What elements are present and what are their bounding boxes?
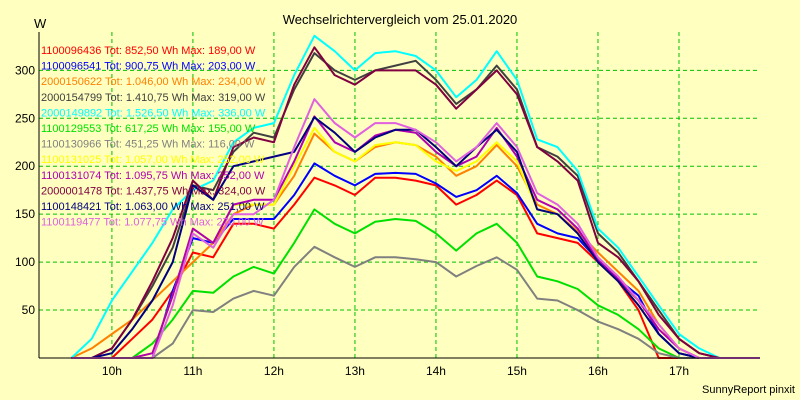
y-tick-label: 100	[15, 255, 35, 269]
series-line	[70, 34, 760, 359]
legend-entry: 2000150622 Tot: 1.046,00 Wh Max: 234,00 …	[41, 76, 266, 88]
x-tick-label: 15h	[507, 364, 527, 378]
series-line	[71, 115, 760, 359]
y-tick-label: 150	[15, 207, 35, 221]
legend-entry: 1100131025 Tot: 1.057,00 Wh Max: 252,00 …	[41, 154, 265, 166]
y-tick-label: 50	[22, 303, 36, 317]
legend: 1100096436 Tot: 852,50 Wh Max: 189,00 W 1…	[41, 45, 266, 229]
series-line	[71, 98, 760, 359]
legend-entry: 1100130966 Tot: 451,25 Wh Max: 116,00 W	[41, 139, 255, 151]
y-tick-label: 200	[15, 159, 35, 173]
x-tick-label: 14h	[426, 364, 446, 378]
legend-entry: 2000149892 Tot: 1.526,50 Wh Max: 336,00 …	[41, 107, 266, 119]
legend-entry: 1100096541 Tot: 900,75 Wh Max: 203,00 W	[41, 61, 256, 73]
y-axis-label: W	[34, 16, 47, 31]
axis-layer: 50 100 150 200 250 300 10h 11h 12h 13h 14h 15h 16h 17…	[15, 32, 760, 378]
legend-entry: 1100129553 Tot: 617,25 Wh Max: 155,00 W	[41, 123, 256, 135]
x-tick-label: 12h	[264, 364, 284, 378]
series-line	[71, 176, 760, 359]
x-tick-label: 10h	[102, 364, 122, 378]
legend-entry: 1100131074 Tot: 1.095,75 Wh Max: 252,00 …	[41, 170, 265, 182]
x-tick-label: 17h	[669, 364, 689, 378]
footer-label: SunnyReport pinxit	[702, 384, 795, 396]
x-tick-label: 11h	[183, 364, 202, 378]
series-line	[71, 46, 760, 359]
series-line	[71, 245, 760, 359]
legend-entry: 2000001478 Tot: 1.437,75 Wh Max: 324,00 …	[41, 185, 266, 197]
legend-entry: 1100096436 Tot: 852,50 Wh Max: 189,00 W	[41, 45, 256, 57]
legend-entry: 1100148421 Tot: 1.063,00 Wh Max: 251,00 …	[41, 201, 265, 213]
series-layer	[70, 34, 760, 359]
series-line	[71, 208, 760, 359]
legend-entry: 1100119477 Tot: 1.077,75 Wh Max: 270,00 …	[41, 217, 264, 229]
x-tick-label: 16h	[588, 364, 608, 378]
chart-title: Wechselrichtervergleich vom 25.01.2020	[283, 12, 518, 27]
x-tick-label: 13h	[345, 364, 365, 378]
y-tick-label: 250	[15, 111, 35, 125]
y-tick-label: 300	[15, 63, 35, 77]
legend-entry: 2000154799 Tot: 1.410,75 Wh Max: 319,00 …	[41, 92, 266, 104]
